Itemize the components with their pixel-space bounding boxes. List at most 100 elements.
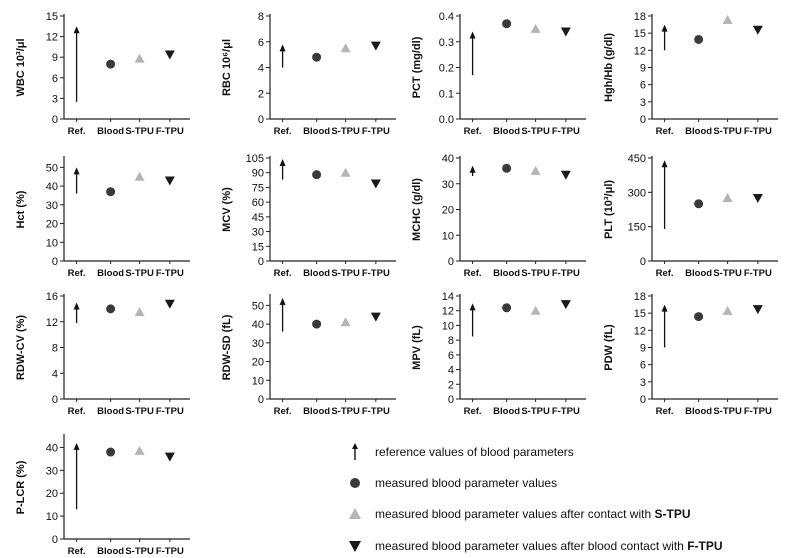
y-axis-label: PCT (mg/dl) (411, 36, 423, 98)
blood-point (312, 52, 322, 62)
chart-panel-2: 0.0 0.1 0.2 0.3 0.4 Ref. Blood S-TPU F-TPU PCT (m… (411, 11, 586, 137)
y-tick-label: 10 (442, 230, 454, 242)
y-tick-label: 0.3 (439, 37, 454, 49)
f-tpu-point (370, 179, 381, 189)
category-label: F-TPU (552, 406, 580, 417)
s-tpu-point (722, 193, 733, 203)
y-tick-label: 6 (640, 80, 646, 92)
s-tpu-point (134, 53, 145, 63)
s-tpu-point (340, 317, 351, 327)
legend-circle-icon (350, 478, 360, 488)
y-tick-label: 12 (442, 306, 454, 318)
category-label: F-TPU (156, 546, 184, 557)
legend: reference values of blood parameters meas… (349, 443, 723, 553)
y-tick-label: 0 (640, 114, 646, 126)
y-tick-label: 30 (46, 200, 58, 212)
reference-arrow-head (73, 442, 80, 450)
category-label: Blood (685, 406, 712, 417)
y-tick-label: 0.0 (439, 114, 454, 126)
y-axis-label: Hct (%) (15, 190, 27, 228)
y-tick-label: 14 (442, 291, 454, 303)
y-tick-label: 18 (634, 11, 646, 23)
y-axis-label: WBC 10³/μl (15, 38, 27, 96)
blood-point (694, 199, 704, 209)
y-tick-label: 0.1 (439, 88, 454, 100)
y-tick-label: 4 (258, 63, 264, 75)
category-label: Ref. (656, 268, 674, 279)
category-label: S-TPU (125, 406, 154, 417)
category-label: S-TPU (125, 268, 154, 279)
y-tick-label: 0.4 (439, 11, 454, 23)
y-tick-label: 300 (628, 187, 646, 199)
y-tick-label: 9 (52, 52, 58, 64)
y-tick-label: 90 (252, 168, 264, 180)
legend-bold-text: S-TPU (654, 507, 690, 521)
category-label: F-TPU (156, 126, 184, 137)
category-label: Ref. (68, 406, 86, 417)
category-label: F-TPU (552, 268, 580, 279)
chart-panel-8: 0 4 8 12 16 Ref. Blood S-TPU F-TPU RDW-CV (%) (15, 291, 190, 417)
f-tpu-point (370, 312, 381, 322)
category-label: S-TPU (331, 406, 360, 417)
chart-panel-10: 0 2 4 6 8 10 12 14 Ref. Blood S-TPU F-TPU MPV (fL) (411, 291, 586, 417)
reference-arrow-head (469, 303, 476, 311)
y-tick-label: 40 (46, 442, 58, 454)
y-tick-label: 12 (634, 325, 646, 337)
chart-panel-1: 0 2 4 6 8 Ref. Blood S-TPU F-TPU RBC 10⁶/μl (221, 11, 396, 137)
y-tick-label: 3 (640, 97, 646, 109)
y-axis-label: MPV (fL) (411, 325, 423, 370)
y-tick-label: 4 (52, 368, 58, 380)
y-tick-label: 40 (442, 153, 454, 165)
y-tick-label: 20 (442, 205, 454, 217)
y-tick-label: 45 (252, 212, 264, 224)
reference-arrow-head (469, 165, 476, 173)
f-tpu-point (164, 176, 175, 186)
chart-panel-9: 0 10 20 30 40 50 Ref. Blood S-TPU F-TPU RDW-SD (fL… (221, 294, 396, 417)
reference-arrow-head (279, 158, 286, 166)
y-tick-label: 4 (448, 365, 454, 377)
s-tpu-point (134, 171, 145, 181)
chart-panel-6: 0 10 20 30 40 Ref. Blood S-TPU F-TPU MCHC (g/dl) (411, 153, 586, 279)
y-tick-label: 30 (252, 338, 264, 350)
f-tpu-point (370, 41, 381, 51)
chart-panel-0: 0 3 6 9 12 15 Ref. Blood S-TPU F-TPU WBC 10³/μl (15, 11, 190, 137)
y-tick-label: 150 (628, 222, 646, 234)
category-label: S-TPU (521, 268, 550, 279)
blood-point (312, 319, 322, 329)
category-label: F-TPU (156, 406, 184, 417)
y-axis-label: MCHC (g/dl) (411, 178, 423, 241)
reference-arrow-head (661, 304, 668, 312)
y-tick-label: 6 (52, 73, 58, 85)
f-tpu-point (164, 50, 175, 60)
category-label: Ref. (464, 126, 482, 137)
y-tick-label: 0 (448, 256, 454, 268)
y-tick-label: 8 (258, 11, 264, 23)
legend-triangle-up-icon (349, 508, 361, 519)
category-label: Ref. (274, 126, 292, 137)
category-label: Blood (493, 268, 520, 279)
category-label: Ref. (68, 126, 86, 137)
y-axis-label: P-LCR (%) (15, 460, 27, 514)
category-label: Ref. (274, 268, 292, 279)
y-tick-label: 20 (252, 357, 264, 369)
category-label: Blood (303, 268, 330, 279)
y-tick-label: 50 (46, 162, 58, 174)
f-tpu-point (752, 194, 763, 204)
legend-text: measured blood parameter values (375, 476, 557, 490)
s-tpu-point (722, 305, 733, 315)
y-axis-label: Hgh/Hb (g/dl) (603, 33, 615, 102)
category-label: S-TPU (521, 406, 550, 417)
y-tick-label: 15 (634, 308, 646, 320)
blood-point (694, 34, 704, 44)
y-tick-label: 30 (442, 179, 454, 191)
y-tick-label: 6 (448, 350, 454, 362)
legend-bold-text: F-TPU (687, 539, 722, 553)
reference-arrow-head (73, 167, 80, 175)
y-tick-label: 30 (46, 465, 58, 477)
chart-panel-7: 0 150 300 450 Ref. Blood S-TPU F-TPU PLT (10³/μl… (603, 153, 778, 279)
category-label: Blood (97, 126, 124, 137)
category-label: Blood (97, 546, 124, 557)
y-tick-label: 15 (634, 28, 646, 40)
y-tick-label: 0 (640, 256, 646, 268)
category-label: S-TPU (125, 546, 154, 557)
